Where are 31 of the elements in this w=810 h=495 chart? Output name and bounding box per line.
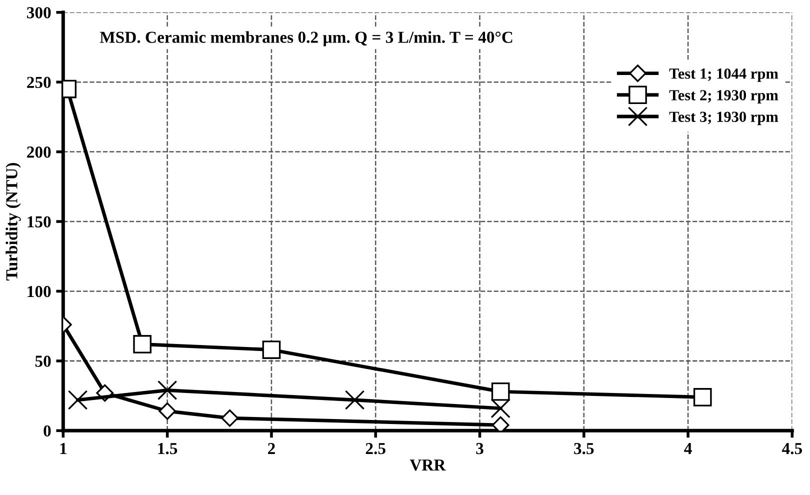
point [133,335,152,354]
x-tick-label: 3.5 [574,442,594,454]
y-tick-label: 200 [27,146,51,158]
point [344,390,365,410]
y-tick-label: 0 [44,425,51,437]
y-tick-label: 50 [35,356,51,367]
x-tick-label: 3 [476,442,484,454]
x-tick-label: 2 [268,442,275,454]
x-tick-label: 4 [684,443,692,454]
point [158,402,176,420]
text: MSD. Ceramic membranes 0.2 µm. Q = 3 L/min. T = 40°C [100,31,512,46]
x-axis-title: VRR [410,460,446,471]
point [693,388,712,406]
y-tick-label: 100 [28,286,51,298]
x-tick-label: 2.5 [366,442,386,454]
point [262,340,281,359]
point [491,382,510,401]
y-tick-label: 150 [28,216,51,228]
y-tick-label: 250 [27,76,51,88]
x-tick-label: 4.5 [782,443,802,454]
x-tick-label: 1 [60,443,66,454]
legend-label: Test 3; 1930 rpm [669,112,778,126]
point [68,390,88,410]
y-tick-label: 300 [27,7,51,18]
x-tick-label: 1.5 [158,443,178,454]
point [490,398,510,418]
y-axis-title: Turbidity (NTU) [6,163,21,280]
legend-label: Test 1; 1044 rpm [669,68,778,82]
point [157,380,178,400]
point [221,409,238,427]
legend-label: Test 2; 1930 rpm [669,90,778,104]
